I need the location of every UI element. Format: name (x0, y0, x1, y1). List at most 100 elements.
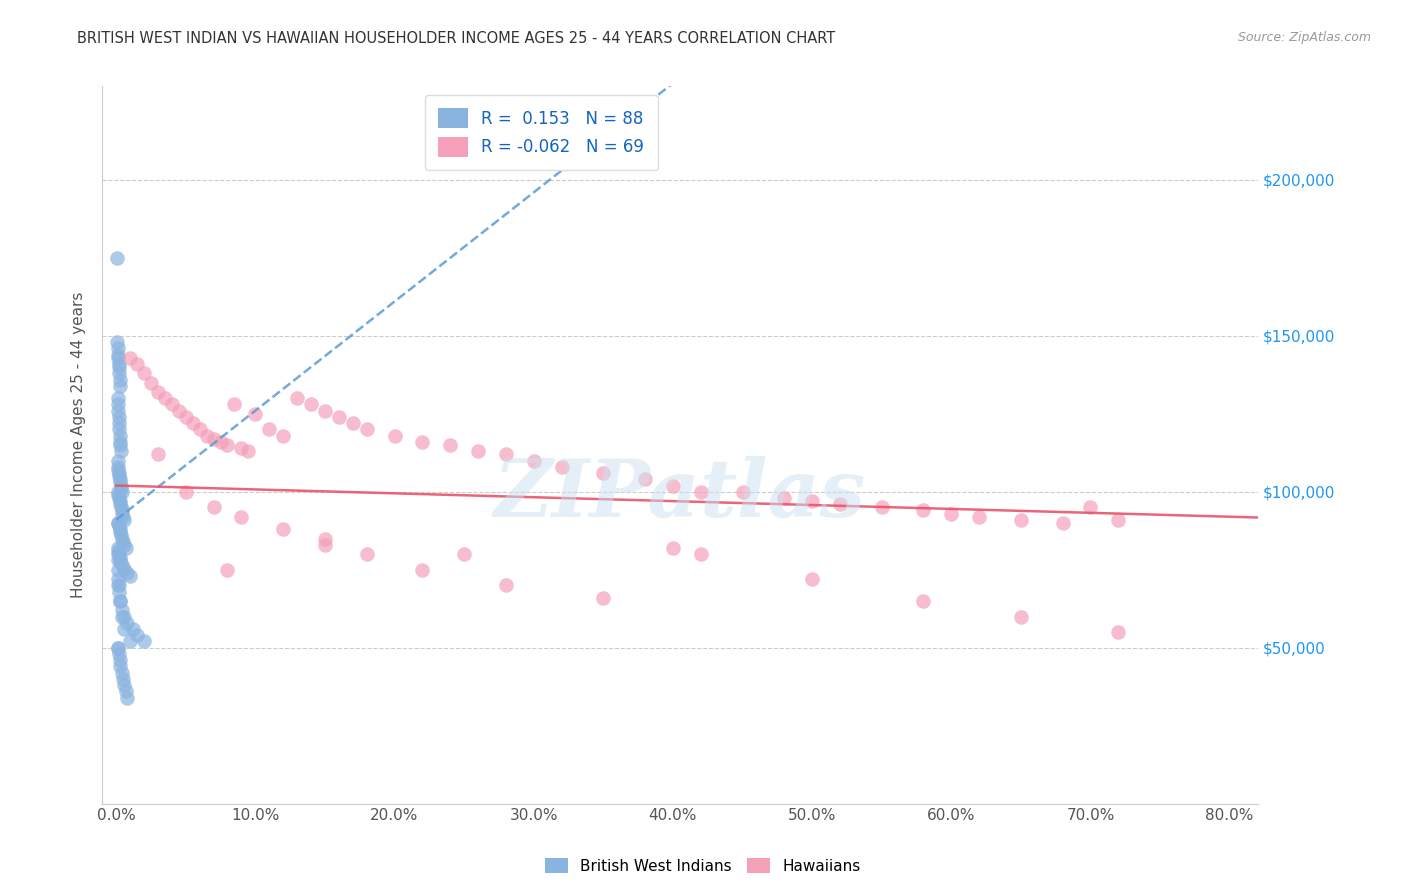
Point (107, 397, 129, 411)
Point (146, 447, 169, 461)
Point (801, 572, 824, 586)
Point (112, 672, 135, 686)
Point (108, 359, 131, 374)
Point (111, 503, 134, 517)
Point (1010, 513, 1032, 527)
Point (108, 428, 131, 442)
Point (110, 659, 132, 673)
Point (411, 434, 433, 449)
Point (110, 525, 132, 540)
Point (110, 438, 132, 452)
Point (1107, 513, 1129, 527)
Point (1052, 516, 1074, 530)
Point (107, 547, 129, 561)
Point (114, 538, 136, 552)
Point (108, 434, 131, 449)
Point (108, 491, 131, 505)
Point (107, 544, 129, 558)
Legend: British West Indians, Hawaiians: British West Indians, Hawaiians (538, 852, 868, 880)
Point (110, 557, 132, 571)
Point (112, 534, 135, 549)
Point (117, 690, 139, 705)
Point (112, 509, 135, 524)
Point (107, 351, 129, 365)
Point (662, 478, 685, 492)
Point (181, 416, 204, 430)
Point (111, 532, 134, 546)
Point (146, 384, 169, 399)
Point (108, 494, 131, 508)
Point (118, 569, 141, 583)
Point (115, 541, 138, 555)
Point (110, 444, 132, 458)
Point (139, 376, 162, 390)
Point (108, 522, 131, 536)
Text: BRITISH WEST INDIAN VS HAWAIIAN HOUSEHOLDER INCOME AGES 25 - 44 YEARS CORRELATIO: BRITISH WEST INDIAN VS HAWAIIAN HOUSEHOL… (77, 31, 835, 46)
Point (117, 566, 139, 580)
Point (107, 484, 129, 499)
Point (107, 463, 129, 477)
Point (108, 647, 131, 661)
Point (114, 609, 136, 624)
Point (108, 475, 131, 490)
Point (689, 547, 711, 561)
Point (1080, 500, 1102, 515)
Point (107, 391, 129, 405)
Point (111, 507, 134, 521)
Point (110, 500, 132, 515)
Point (314, 403, 336, 417)
Point (870, 500, 893, 515)
Point (107, 466, 129, 480)
Point (299, 397, 322, 411)
Point (467, 444, 489, 458)
Point (314, 532, 336, 546)
Point (174, 409, 197, 424)
Point (1010, 609, 1032, 624)
Point (108, 519, 131, 533)
Point (285, 391, 308, 405)
Point (411, 563, 433, 577)
Point (271, 428, 294, 442)
Point (107, 640, 129, 655)
Point (224, 397, 246, 411)
Point (107, 347, 129, 361)
Point (108, 469, 131, 483)
Point (328, 409, 350, 424)
Point (110, 478, 132, 492)
Point (110, 482, 132, 496)
Point (111, 603, 134, 617)
Point (153, 391, 176, 405)
Y-axis label: Householder Income Ages 25 - 44 years: Householder Income Ages 25 - 44 years (72, 292, 86, 599)
Point (634, 472, 657, 486)
Point (110, 497, 132, 511)
Point (107, 516, 129, 530)
Point (111, 665, 134, 680)
Legend: R =  0.153   N = 88, R = -0.062   N = 69: R = 0.153 N = 88, R = -0.062 N = 69 (425, 95, 658, 170)
Point (117, 615, 139, 630)
Point (828, 497, 851, 511)
Point (132, 634, 155, 648)
Point (107, 357, 129, 371)
Point (110, 528, 132, 542)
Point (550, 459, 572, 474)
Point (132, 366, 155, 380)
Point (912, 594, 935, 608)
Point (107, 403, 129, 417)
Point (174, 484, 197, 499)
Point (108, 372, 131, 386)
Point (105, 334, 128, 349)
Point (108, 378, 131, 392)
Point (592, 591, 614, 605)
Point (110, 553, 132, 567)
Point (801, 494, 824, 508)
Point (453, 547, 475, 561)
Point (773, 491, 796, 505)
Point (125, 357, 148, 371)
Point (941, 507, 963, 521)
Point (202, 500, 225, 515)
Point (356, 422, 378, 436)
Point (118, 634, 141, 648)
Point (495, 447, 517, 461)
Point (231, 509, 253, 524)
Point (110, 594, 132, 608)
